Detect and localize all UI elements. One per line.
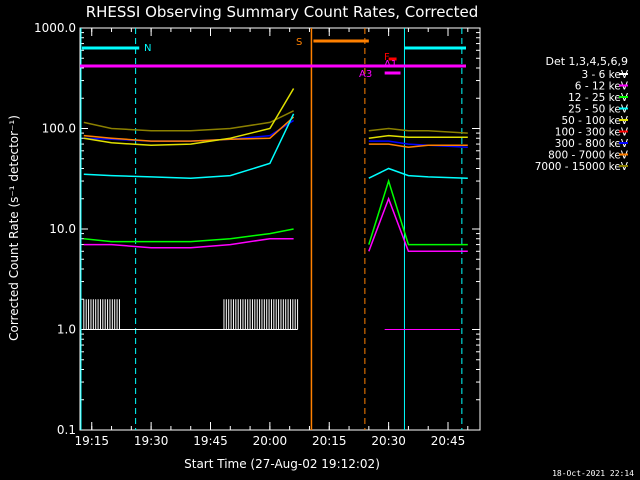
flag-label: A3 <box>359 69 372 80</box>
chart-xlabel: Start Time (27-Aug-02 19:12:02) <box>184 457 380 471</box>
flag-label: F <box>384 52 390 63</box>
timestamp-footer: 18-Oct-2021 22:14 <box>552 469 634 478</box>
flag-label: A1 <box>384 59 397 70</box>
y-tick-label: 100.0 <box>42 122 76 136</box>
x-tick-label: 20:15 <box>312 434 347 448</box>
x-tick-label: 20:30 <box>371 434 406 448</box>
x-tick-label: 20:00 <box>253 434 288 448</box>
flag-label: N <box>144 43 151 54</box>
legend-entry: 3 - 6 keV <box>581 69 628 81</box>
legend-entry: 7000 - 15000 keV <box>535 161 629 173</box>
chart-title: RHESSI Observing Summary Count Rates, Co… <box>86 3 479 21</box>
series-line <box>83 88 468 147</box>
series-line <box>83 178 468 246</box>
legend-title: Det 1,3,4,5,6,9 <box>545 55 628 68</box>
y-tick-label: 10.0 <box>49 222 76 236</box>
x-tick-label: 19:30 <box>134 434 169 448</box>
plot-frame <box>79 27 481 431</box>
legend-entry: 12 - 25 keV <box>568 92 629 104</box>
legend-entry: 100 - 300 keV <box>555 127 629 139</box>
series-line <box>83 116 468 149</box>
series-line <box>83 196 468 253</box>
legend-entry: 25 - 50 keV <box>568 104 629 116</box>
flag-label: S <box>296 37 302 48</box>
legend-entry: 800 - 7000 keV <box>548 150 629 162</box>
y-tick-label: 1.0 <box>57 323 76 337</box>
x-tick-label: 19:45 <box>193 434 228 448</box>
series-line <box>83 113 468 179</box>
chart-ylabel: Corrected Count Rate (s⁻¹ detector⁻¹) <box>7 115 21 341</box>
legend-entry: 6 - 12 keV <box>575 81 629 93</box>
y-tick-label: 1000.0 <box>34 21 76 35</box>
series-line <box>83 110 468 134</box>
legend-entry: 300 - 800 keV <box>555 138 629 150</box>
y-tick-label: 0.1 <box>57 423 76 437</box>
legend-entry: 50 - 100 keV <box>561 115 628 127</box>
x-tick-label: 19:15 <box>74 434 109 448</box>
x-tick-label: 20:45 <box>431 434 466 448</box>
